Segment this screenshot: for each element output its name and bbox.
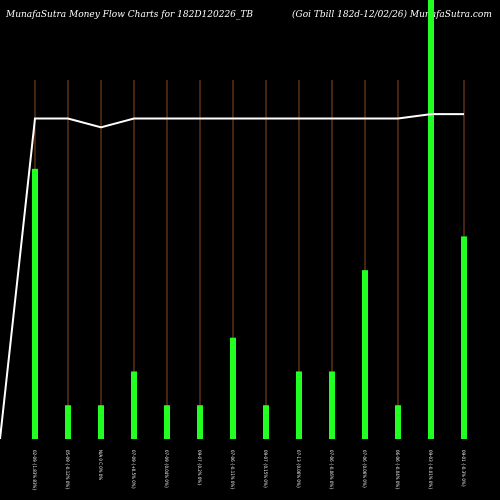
flow-line-path xyxy=(0,113,464,440)
bar xyxy=(263,405,269,439)
x-tick-label: 07-06 {-0.06% 0%} xyxy=(329,450,334,490)
x-tick-label: 09-03 {-0.01% 0%} xyxy=(428,450,433,490)
chart-title-right: (Goi Tbill 182d-12/02/26) MunafaSutra.co… xyxy=(292,10,492,20)
bar xyxy=(296,371,302,439)
bar xyxy=(98,405,104,439)
bar xyxy=(395,405,401,439)
x-tick-label: 05-09 {-0.12% 0%} xyxy=(65,450,70,490)
x-tick-label: 07-13 {0.06% 0%} xyxy=(296,450,301,489)
bar xyxy=(164,405,170,439)
bar xyxy=(329,371,335,439)
chart-title-left: MunafaSutra Money Flow Charts for 182D12… xyxy=(6,10,254,20)
bar xyxy=(65,405,71,439)
x-tick-label: 07-09 {+0.5% 0%} xyxy=(131,450,136,490)
bars xyxy=(32,0,467,439)
bar xyxy=(197,405,203,439)
bar xyxy=(362,270,368,439)
x-tick-label: N/A 0 C 0% 0% xyxy=(98,450,103,480)
x-tick-label: 07-06 {0.06% 0%} xyxy=(362,450,367,489)
x-tick-label: 02-09 {1.83% 83%} xyxy=(32,450,37,491)
x-tick-label: 09-07 {0.15% 0%} xyxy=(263,450,268,489)
bar xyxy=(32,168,38,439)
x-tick-label: 09-01 {-0.3% 0%} xyxy=(461,450,466,488)
x-tick-labels: 02-09 {1.83% 83%} 05-09 {-0.12% 0%} N/A 0 … xyxy=(32,450,466,491)
x-tick-label: 07-06 {-0.11% 0%} xyxy=(230,450,235,490)
bar xyxy=(230,337,236,439)
x-tick-label: 09-07 {0.2% 0%} xyxy=(197,450,202,486)
bar xyxy=(131,371,137,439)
bar xyxy=(428,0,434,439)
flow-line xyxy=(0,113,464,440)
bar xyxy=(461,236,467,439)
x-tick-label: 06-06 {-0.04% 0%} xyxy=(395,450,400,490)
grid-lines xyxy=(34,80,465,439)
x-tick-label: 07-09 {0.04% 0%} xyxy=(164,450,169,489)
